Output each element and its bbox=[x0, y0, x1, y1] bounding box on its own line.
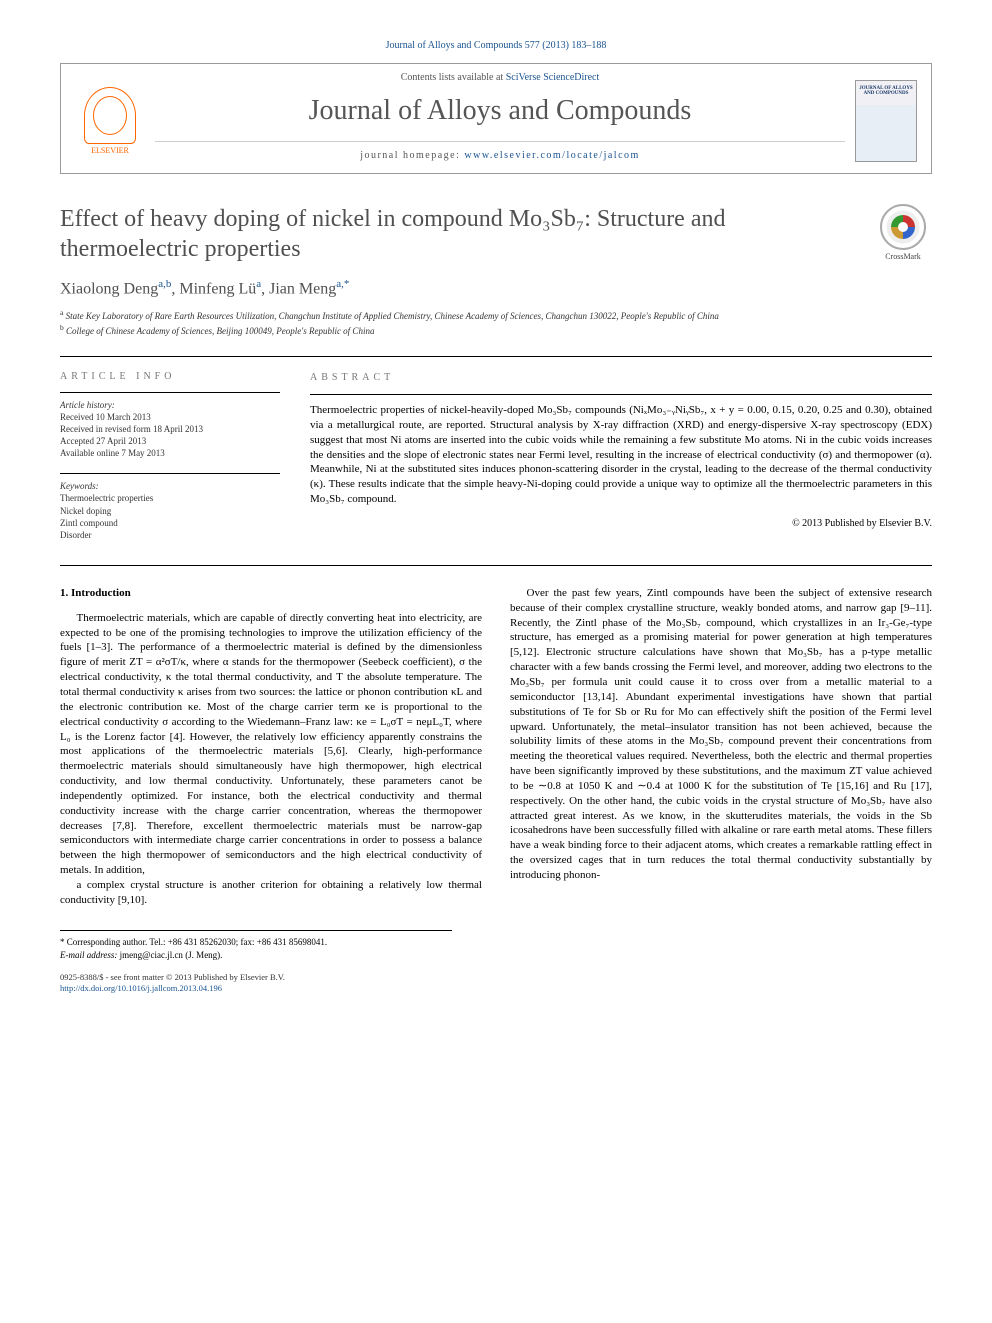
body-paragraph-1: Thermoelectric materials, which are capa… bbox=[60, 611, 482, 878]
author-3[interactable]: Jian Meng bbox=[269, 280, 336, 297]
crossmark-widget[interactable]: CrossMark bbox=[874, 204, 932, 261]
abstract-divider bbox=[310, 394, 932, 395]
journal-cover-thumbnail[interactable]: JOURNAL OF ALLOYS AND COMPOUNDS bbox=[855, 80, 917, 162]
journal-header-box: ELSEVIER Contents lists available at Sci… bbox=[60, 63, 932, 174]
corresponding-author: * Corresponding author. Tel.: +86 431 85… bbox=[60, 937, 452, 949]
affiliations: a State Key Laboratory of Rare Earth Res… bbox=[60, 308, 932, 337]
email-label: E-mail address: bbox=[60, 950, 117, 960]
keyword-4: Disorder bbox=[60, 529, 280, 541]
author-2-sup: a bbox=[256, 278, 261, 290]
revised-date: Received in revised form 18 April 2013 bbox=[60, 423, 280, 435]
author-1[interactable]: Xiaolong Deng bbox=[60, 280, 158, 297]
abstract-heading: abstract bbox=[310, 371, 932, 385]
author-1-sup: a,b bbox=[158, 278, 171, 290]
elsevier-label: ELSEVIER bbox=[91, 146, 129, 155]
journal-homepage-link[interactable]: www.elsevier.com/locate/jalcom bbox=[464, 150, 639, 161]
elsevier-logo[interactable]: ELSEVIER bbox=[75, 81, 145, 161]
affiliation-a: State Key Laboratory of Rare Earth Resou… bbox=[66, 311, 719, 321]
header-citation: Journal of Alloys and Compounds 577 (201… bbox=[60, 40, 932, 51]
online-date: Available online 7 May 2013 bbox=[60, 447, 280, 459]
section-1-heading: 1. Introduction bbox=[60, 586, 482, 601]
crossmark-icon bbox=[880, 204, 926, 250]
accepted-date: Accepted 27 April 2013 bbox=[60, 435, 280, 447]
elsevier-tree-icon bbox=[84, 87, 136, 144]
footer-block: * Corresponding author. Tel.: +86 431 85… bbox=[60, 930, 452, 994]
authors-line: Xiaolong Denga,b, Minfeng Lüa, Jian Meng… bbox=[60, 278, 932, 298]
abstract-text: Thermoelectric properties of nickel-heav… bbox=[310, 403, 932, 507]
abstract-copyright: © 2013 Published by Elsevier B.V. bbox=[310, 517, 932, 531]
article-title: Effect of heavy doping of nickel in comp… bbox=[60, 204, 874, 264]
corresponding-email-link[interactable]: jmeng@ciac.jl.cn bbox=[120, 950, 183, 960]
article-info-heading: article info bbox=[60, 371, 280, 382]
homepage-line: journal homepage: www.elsevier.com/locat… bbox=[155, 141, 845, 161]
crossmark-label: CrossMark bbox=[874, 252, 932, 261]
keyword-3: Zintl compound bbox=[60, 517, 280, 529]
body-paragraph-3: Over the past few years, Zintl compounds… bbox=[510, 586, 932, 883]
doi-link[interactable]: http://dx.doi.org/10.1016/j.jallcom.2013… bbox=[60, 983, 222, 993]
author-3-sup: a,* bbox=[336, 278, 349, 290]
divider bbox=[60, 356, 932, 357]
sciencedirect-link[interactable]: SciVerse ScienceDirect bbox=[506, 72, 600, 83]
history-label: Article history: bbox=[60, 399, 280, 411]
cover-title: JOURNAL OF ALLOYS AND COMPOUNDS bbox=[858, 86, 914, 97]
issn-line: 0925-8388/$ - see front matter © 2013 Pu… bbox=[60, 972, 452, 983]
body-paragraph-2: a complex crystal structure is another c… bbox=[60, 878, 482, 908]
info-divider bbox=[60, 392, 280, 393]
body-divider bbox=[60, 565, 932, 566]
email-suffix: (J. Meng). bbox=[185, 950, 222, 960]
received-date: Received 10 March 2013 bbox=[60, 411, 280, 423]
journal-name: Journal of Alloys and Compounds bbox=[145, 95, 855, 127]
keywords-label: Keywords: bbox=[60, 480, 280, 492]
body-text: 1. Introduction Thermoelectric materials… bbox=[60, 586, 932, 908]
keyword-1: Thermoelectric properties bbox=[60, 492, 280, 504]
keyword-2: Nickel doping bbox=[60, 505, 280, 517]
abstract-column: abstract Thermoelectric properties of ni… bbox=[310, 371, 932, 555]
contents-line: Contents lists available at SciVerse Sci… bbox=[145, 72, 855, 83]
article-info-column: article info Article history: Received 1… bbox=[60, 371, 280, 555]
affiliation-b: College of Chinese Academy of Sciences, … bbox=[66, 326, 374, 336]
author-2[interactable]: Minfeng Lü bbox=[179, 280, 256, 297]
citation-link[interactable]: Journal of Alloys and Compounds 577 (201… bbox=[386, 40, 607, 51]
info-divider-2 bbox=[60, 473, 280, 474]
